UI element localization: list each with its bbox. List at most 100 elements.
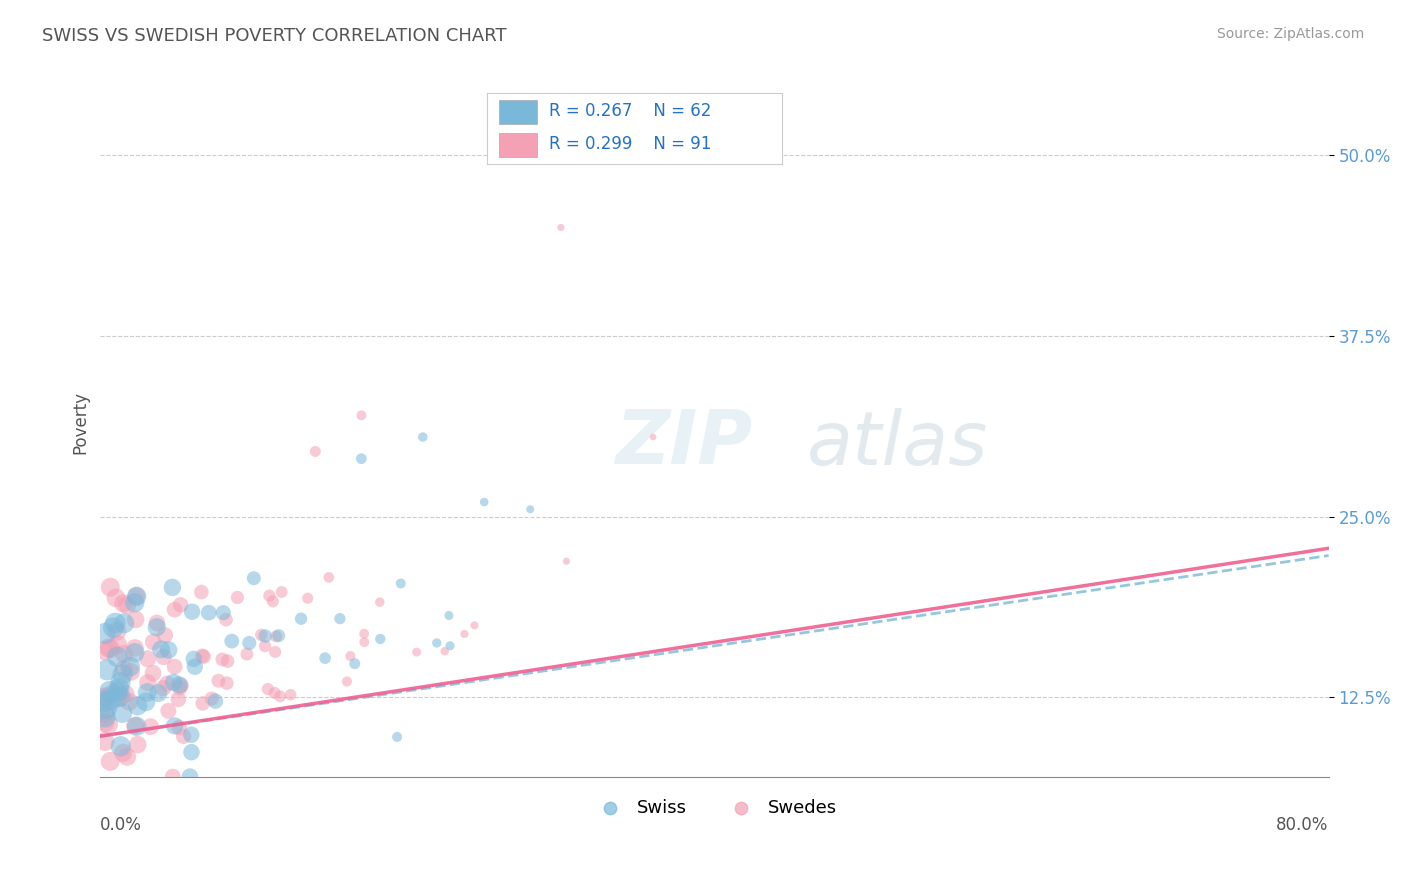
- Point: [94, 734, 117, 748]
- Point: [183, 652, 205, 666]
- Point: [263, 686, 285, 700]
- Point: [162, 581, 184, 595]
- Point: [120, 665, 142, 679]
- Point: [163, 659, 186, 673]
- Point: [181, 605, 204, 619]
- Point: [290, 612, 312, 626]
- Point: [110, 739, 132, 754]
- Point: [329, 612, 352, 626]
- Point: [98, 580, 121, 594]
- Point: [100, 693, 122, 707]
- Point: [120, 659, 142, 673]
- Point: [156, 676, 179, 690]
- Point: [139, 720, 162, 734]
- Text: 80.0%: 80.0%: [1277, 815, 1329, 833]
- Point: [98, 755, 121, 769]
- Point: [250, 628, 273, 642]
- Point: [550, 220, 572, 235]
- Point: [115, 598, 138, 612]
- Point: [254, 629, 277, 643]
- Point: [212, 606, 235, 620]
- Point: [98, 684, 121, 698]
- Point: [112, 746, 135, 760]
- Point: [385, 730, 408, 744]
- Point: [405, 645, 427, 659]
- Point: [157, 643, 180, 657]
- Point: [336, 674, 359, 689]
- Point: [264, 645, 287, 659]
- Point: [167, 721, 190, 735]
- Point: [201, 691, 224, 706]
- Point: [100, 641, 122, 656]
- Point: [167, 692, 190, 706]
- Point: [105, 624, 128, 639]
- Point: [112, 647, 135, 661]
- Point: [150, 642, 173, 657]
- Point: [112, 596, 135, 610]
- Point: [152, 650, 174, 665]
- Point: [297, 591, 319, 606]
- Point: [339, 649, 361, 664]
- Point: [107, 690, 129, 705]
- Point: [163, 719, 186, 733]
- Point: [190, 585, 212, 599]
- Point: [103, 621, 125, 635]
- Point: [453, 627, 475, 641]
- Point: [259, 589, 281, 603]
- Point: [257, 681, 280, 696]
- Point: [173, 729, 195, 743]
- Point: [107, 638, 129, 652]
- Point: [94, 706, 117, 721]
- Point: [191, 648, 214, 663]
- Point: [97, 640, 120, 655]
- Point: [215, 676, 238, 690]
- Point: [304, 444, 326, 458]
- Point: [125, 590, 148, 604]
- Point: [142, 666, 165, 681]
- Point: [169, 678, 191, 692]
- Point: [105, 649, 128, 664]
- Point: [318, 570, 340, 584]
- Point: [437, 608, 460, 623]
- Point: [136, 652, 159, 666]
- Point: [343, 657, 366, 671]
- Point: [111, 706, 134, 720]
- Point: [221, 634, 243, 648]
- Point: [269, 690, 291, 704]
- Point: [146, 620, 169, 634]
- Point: [94, 690, 117, 705]
- Point: [127, 738, 149, 752]
- Point: [127, 698, 149, 713]
- Point: [104, 591, 127, 605]
- Point: [412, 430, 434, 444]
- Text: Source: ZipAtlas.com: Source: ZipAtlas.com: [1216, 27, 1364, 41]
- Point: [641, 430, 664, 444]
- Text: SWISS VS SWEDISH POVERTY CORRELATION CHART: SWISS VS SWEDISH POVERTY CORRELATION CHA…: [42, 27, 506, 45]
- Point: [162, 675, 184, 690]
- Point: [169, 598, 191, 612]
- Point: [191, 697, 214, 711]
- Point: [262, 594, 284, 608]
- Point: [226, 591, 249, 605]
- Point: [180, 745, 202, 759]
- Point: [314, 651, 336, 665]
- Point: [193, 649, 215, 664]
- Point: [180, 728, 202, 742]
- Point: [94, 715, 117, 730]
- Point: [124, 646, 146, 660]
- Point: [463, 618, 485, 632]
- Point: [238, 636, 260, 650]
- Point: [217, 654, 239, 668]
- Y-axis label: Poverty: Poverty: [72, 391, 89, 454]
- Point: [112, 662, 135, 676]
- Point: [236, 647, 259, 661]
- Point: [124, 612, 146, 626]
- Point: [254, 639, 277, 653]
- Point: [125, 719, 148, 733]
- Text: 0.0%: 0.0%: [100, 815, 142, 833]
- Legend: Swiss, Swedes: Swiss, Swedes: [585, 792, 845, 824]
- Text: atlas: atlas: [807, 408, 988, 480]
- Point: [270, 585, 292, 599]
- Point: [627, 120, 650, 134]
- Text: ZIP: ZIP: [616, 408, 754, 480]
